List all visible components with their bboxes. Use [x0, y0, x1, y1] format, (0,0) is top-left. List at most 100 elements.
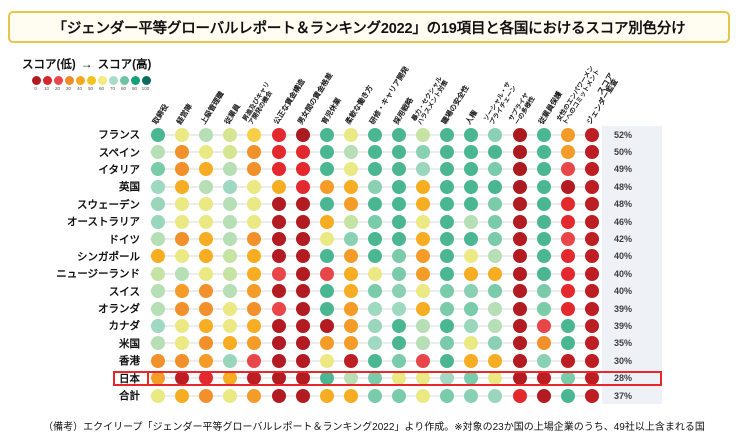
- legend-dot: [131, 76, 140, 85]
- score-dot: [295, 336, 310, 351]
- score-dot: [536, 371, 551, 386]
- score-dot: [343, 318, 358, 333]
- legend-tick-label: 20: [54, 86, 61, 91]
- legend-tick-label: 0: [34, 86, 37, 91]
- score-value: 40%: [602, 265, 662, 283]
- score-dot: [151, 179, 165, 194]
- score-dot: [319, 266, 334, 281]
- score-value: 42%: [602, 230, 662, 248]
- score-dot: [199, 353, 214, 368]
- dot-row: [146, 300, 602, 317]
- score-dot: [271, 127, 286, 142]
- score-dot: [584, 336, 599, 351]
- score-dot: [151, 336, 165, 351]
- score-dot: [440, 214, 455, 229]
- score-dot: [416, 162, 431, 177]
- legend-tick-label: 100: [141, 86, 150, 91]
- column-header: 採用戦略: [391, 96, 415, 127]
- score-dot: [464, 145, 479, 160]
- score-dot: [560, 179, 575, 194]
- score-dot: [151, 266, 165, 281]
- score-dot: [343, 214, 358, 229]
- score-value: 46%: [602, 212, 662, 231]
- score-dot: [512, 284, 527, 299]
- score-dot: [536, 127, 551, 142]
- score-dot: [175, 179, 190, 194]
- table-row: ドイツ 42%: [0, 230, 748, 248]
- score-dot: [416, 318, 431, 333]
- score-dot: [343, 301, 358, 316]
- score-dot: [560, 162, 575, 177]
- column-header: 人権: [463, 108, 480, 127]
- score-dot: [151, 214, 165, 229]
- score-dot: [488, 336, 503, 351]
- score-dot: [247, 371, 262, 386]
- score-dot: [464, 301, 479, 316]
- score-dot: [416, 249, 431, 264]
- score-dot: [512, 127, 527, 142]
- score-dot: [295, 145, 310, 160]
- score-dot: [247, 214, 262, 229]
- score-value: 39%: [602, 317, 662, 335]
- score-dot: [199, 371, 214, 386]
- legend-dot: [98, 76, 107, 85]
- score-dot: [343, 249, 358, 264]
- score-dot: [199, 301, 214, 316]
- score-dot: [560, 232, 575, 247]
- legend-tick-label: 50: [87, 86, 94, 91]
- score-dot: [440, 127, 455, 142]
- score-dot: [416, 197, 431, 212]
- score-dot: [440, 284, 455, 299]
- score-dot: [271, 214, 286, 229]
- score-dot: [343, 284, 358, 299]
- score-dot: [512, 179, 527, 194]
- score-dot: [464, 197, 479, 212]
- table-row: イタリア 49%: [0, 160, 748, 179]
- score-dot: [392, 318, 406, 333]
- score-dot: [488, 145, 503, 160]
- country-label: オーストラリア: [67, 216, 140, 229]
- score-dot: [151, 162, 165, 177]
- score-dot: [175, 301, 190, 316]
- score-dot: [271, 371, 286, 386]
- score-dot: [416, 266, 431, 281]
- score-dot: [367, 214, 382, 229]
- score-dot: [488, 301, 503, 316]
- score-dot: [367, 249, 382, 264]
- score-dot: [199, 232, 214, 247]
- score-dot: [295, 371, 310, 386]
- score-dot: [343, 336, 358, 351]
- score-dot: [464, 127, 479, 142]
- score-dot: [223, 388, 238, 403]
- score-dot: [343, 197, 358, 212]
- score-dot: [440, 232, 455, 247]
- score-dot: [343, 232, 358, 247]
- score-dot: [512, 371, 527, 386]
- score-dot: [416, 301, 431, 316]
- score-dot: [271, 353, 286, 368]
- score-dot: [584, 284, 599, 299]
- score-dot: [560, 284, 575, 299]
- score-dot: [271, 162, 286, 177]
- table-row: スイス 40%: [0, 282, 748, 300]
- score-dot: [488, 214, 503, 229]
- table-row: スウェーデン 48%: [0, 195, 748, 213]
- color-scale-legend: スコア(低) → スコア(高) 0 10 20 30 40 50 60 70 80 90 100: [22, 56, 202, 91]
- score-dot: [392, 197, 406, 212]
- score-dot: [536, 179, 551, 194]
- score-dot: [512, 145, 527, 160]
- footnote: （備考）エクイリープ「ジェンダー平等グローバルレポート＆ランキング2022」より…: [43, 422, 705, 433]
- score-dot: [343, 162, 358, 177]
- arrow-right-icon: →: [80, 57, 93, 71]
- score-value: 39%: [602, 299, 662, 318]
- score-value: 48%: [602, 178, 662, 196]
- country-label: 英国: [119, 181, 140, 194]
- country-label: フランス: [98, 129, 140, 142]
- score-dot: [584, 162, 599, 177]
- score-dot: [247, 197, 262, 212]
- score-dot: [536, 388, 551, 403]
- score-dot: [464, 232, 479, 247]
- dot-row: [146, 248, 602, 265]
- score-dot: [319, 249, 334, 264]
- score-value: 35%: [602, 334, 662, 353]
